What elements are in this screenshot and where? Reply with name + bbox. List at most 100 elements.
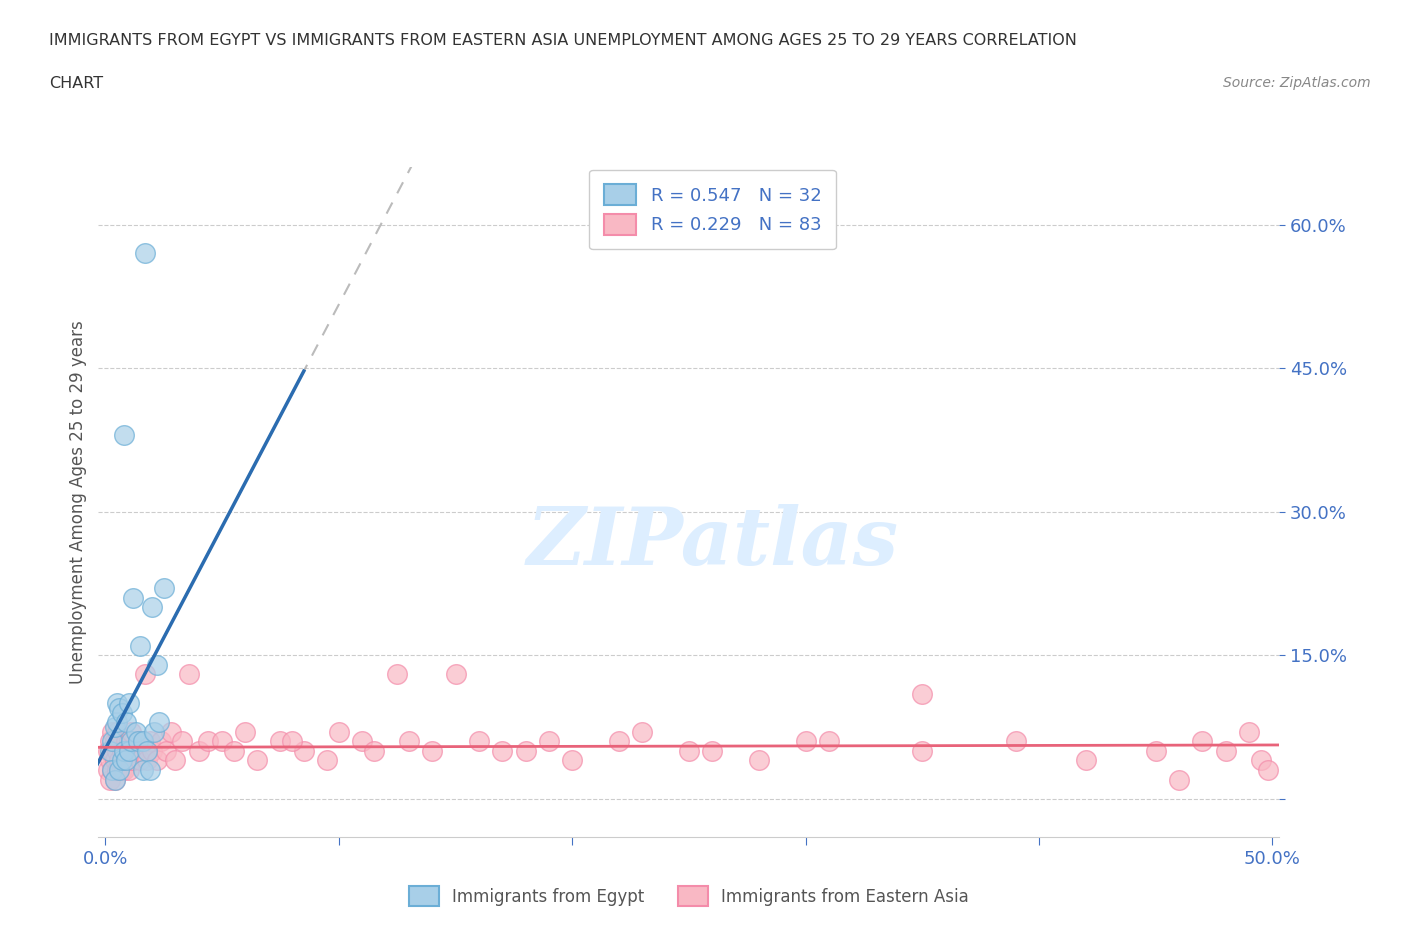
Point: [108, 734, 131, 749]
Point: [197, 734, 219, 749]
Point: [385, 667, 408, 682]
Point: [104, 772, 127, 787]
Point: [115, 715, 138, 730]
Point: [281, 734, 304, 749]
Point: [115, 734, 138, 749]
Point: [120, 724, 142, 739]
Point: [129, 638, 152, 653]
Point: [97, 743, 120, 758]
Point: [1144, 743, 1167, 758]
Point: [125, 724, 148, 739]
Point: [132, 734, 155, 749]
Point: [748, 753, 770, 768]
Point: [678, 743, 700, 758]
Point: [101, 763, 124, 777]
Point: [911, 743, 934, 758]
Text: Source: ZipAtlas.com: Source: ZipAtlas.com: [1223, 76, 1371, 90]
Point: [111, 743, 134, 758]
Point: [537, 734, 560, 749]
Point: [132, 763, 155, 777]
Point: [211, 734, 233, 749]
Text: CHART: CHART: [49, 76, 103, 91]
Point: [136, 753, 159, 768]
Point: [97, 763, 120, 777]
Point: [468, 734, 491, 749]
Point: [118, 743, 141, 758]
Point: [179, 667, 201, 682]
Point: [794, 734, 817, 749]
Point: [444, 667, 467, 682]
Point: [108, 763, 131, 777]
Point: [118, 763, 141, 777]
Text: IMMIGRANTS FROM EGYPT VS IMMIGRANTS FROM EASTERN ASIA UNEMPLOYMENT AMONG AGES 25: IMMIGRANTS FROM EGYPT VS IMMIGRANTS FROM…: [49, 33, 1077, 47]
Point: [152, 581, 174, 596]
Point: [491, 743, 513, 758]
Point: [316, 753, 339, 768]
Point: [104, 753, 127, 768]
Point: [187, 743, 209, 758]
Point: [120, 734, 142, 749]
Point: [631, 724, 654, 739]
Point: [818, 734, 841, 749]
Point: [292, 743, 315, 758]
Point: [101, 763, 124, 777]
Point: [148, 715, 170, 730]
Point: [127, 734, 149, 749]
Point: [105, 763, 128, 777]
Point: [105, 743, 128, 758]
Point: [702, 743, 724, 758]
Point: [98, 772, 121, 787]
Point: [1215, 743, 1237, 758]
Point: [235, 724, 257, 739]
Point: [111, 753, 134, 768]
Point: [112, 743, 135, 758]
Point: [172, 734, 194, 749]
Point: [111, 705, 134, 720]
Point: [112, 743, 135, 758]
Point: [352, 734, 374, 749]
Point: [246, 753, 269, 768]
Point: [104, 772, 127, 787]
Point: [136, 743, 159, 758]
Point: [118, 734, 141, 749]
Point: [146, 658, 169, 672]
Text: ZIPatlas: ZIPatlas: [526, 504, 898, 581]
Point: [118, 696, 141, 711]
Point: [134, 667, 156, 682]
Point: [146, 753, 169, 768]
Point: [120, 753, 142, 768]
Point: [1191, 734, 1213, 749]
Point: [112, 763, 135, 777]
Point: [911, 686, 934, 701]
Point: [108, 753, 131, 768]
Point: [139, 763, 162, 777]
Point: [363, 743, 385, 758]
Point: [398, 734, 420, 749]
Point: [141, 743, 163, 758]
Point: [269, 734, 291, 749]
Point: [105, 715, 128, 730]
Point: [141, 600, 163, 615]
Point: [1237, 724, 1260, 739]
Point: [104, 720, 127, 735]
Point: [115, 753, 138, 768]
Point: [122, 591, 145, 605]
Point: [129, 753, 152, 768]
Point: [101, 734, 124, 749]
Point: [122, 753, 145, 768]
Point: [108, 700, 131, 715]
Point: [165, 753, 187, 768]
Point: [561, 753, 583, 768]
Point: [98, 753, 121, 768]
Point: [105, 696, 128, 711]
Point: [1074, 753, 1097, 768]
Point: [132, 734, 155, 749]
Point: [515, 743, 537, 758]
Point: [101, 743, 124, 758]
Point: [159, 724, 181, 739]
Point: [607, 734, 630, 749]
Point: [112, 428, 135, 443]
Legend: R = 0.547   N = 32, R = 0.229   N = 83: R = 0.547 N = 32, R = 0.229 N = 83: [589, 170, 835, 249]
Point: [155, 743, 177, 758]
Point: [420, 743, 443, 758]
